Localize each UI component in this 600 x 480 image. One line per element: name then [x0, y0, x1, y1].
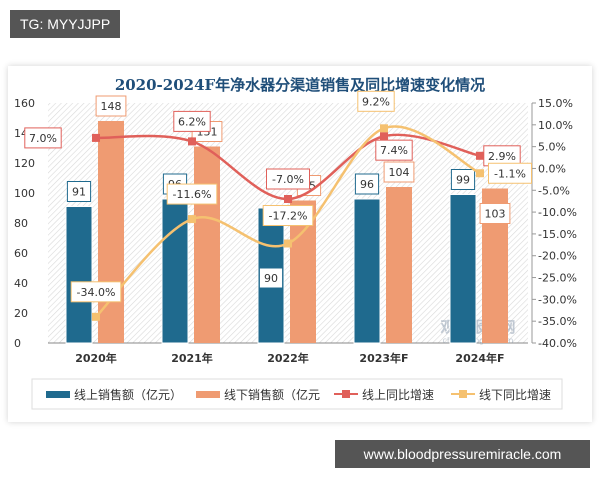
offline-growth-label-box — [357, 90, 395, 112]
offline-growth-label-box — [488, 162, 532, 184]
online-sales-label-box — [354, 173, 380, 195]
legend-marker — [459, 390, 467, 398]
right-tick-label: -40.0% — [538, 337, 577, 350]
offline-growth-marker — [92, 312, 100, 321]
online-sales-bar — [65, 206, 93, 344]
overlay-site: www.bloodpressuremiracle.com — [335, 440, 590, 468]
offline-sales-label: 104 — [389, 166, 410, 179]
online-growth-label-box — [375, 139, 413, 161]
offline-sales-bar — [386, 187, 412, 343]
online-growth-marker — [92, 133, 100, 142]
online-sales-label: 96 — [360, 178, 374, 191]
left-tick-label: 20 — [14, 307, 28, 320]
x-tick-label: 2021年 — [171, 351, 213, 365]
x-tick-label: 2024年F — [455, 351, 504, 365]
offline-sales-bar — [194, 146, 220, 343]
online-growth-label: 6.2% — [178, 115, 206, 128]
x-tick-label: 2022年 — [267, 351, 309, 365]
online-growth-label: 7.4% — [380, 144, 408, 157]
legend-swatch — [196, 391, 220, 398]
left-tick-label: 160 — [14, 97, 35, 110]
right-tick-label: 10.0% — [538, 119, 573, 132]
online-sales-bar — [353, 198, 381, 344]
offline-growth-marker — [188, 215, 196, 224]
offline-growth-label: -17.2% — [269, 210, 308, 223]
offline-sales-label: 103 — [485, 208, 506, 221]
online-growth-marker — [380, 132, 388, 141]
online-sales-bar — [449, 194, 477, 344]
offline-growth-label-box — [70, 281, 122, 303]
offline-growth-label: -1.1% — [494, 167, 526, 180]
online-sales-label: 91 — [72, 186, 86, 199]
online-growth-label: -7.0% — [272, 173, 304, 186]
offline-growth-label: -11.6% — [173, 188, 212, 201]
right-tick-label: 15.0% — [538, 97, 573, 110]
offline-sales-label-box — [95, 95, 127, 117]
online-sales-label-box — [66, 181, 92, 202]
overlay-tag: TG: MYYJJPP — [10, 10, 121, 38]
online-growth-label: 7.0% — [29, 132, 57, 145]
offline-sales-bar — [98, 121, 124, 343]
online-growth-label-box — [173, 110, 211, 132]
right-tick-label: -15.0% — [538, 228, 577, 241]
online-growth-label-box — [266, 168, 310, 190]
left-tick-label: 100 — [14, 187, 35, 200]
right-tick-label: 5.0% — [538, 141, 566, 154]
legend-swatch — [46, 391, 70, 398]
right-tick-label: -30.0% — [538, 293, 577, 306]
online-sales-label-box — [258, 267, 284, 289]
left-tick-label: 0 — [14, 337, 21, 350]
legend-marker — [342, 390, 350, 398]
left-tick-label: 120 — [14, 157, 35, 170]
x-tick-label: 2020年 — [75, 351, 117, 365]
legend-label: 线上销售额（亿元） — [74, 387, 182, 402]
online-growth-marker — [476, 151, 484, 160]
online-sales-label-box — [450, 169, 476, 190]
chart-title: 2020-2024F年净水器分渠道销售及同比增速变化情况 — [115, 76, 485, 94]
right-tick-label: -10.0% — [538, 206, 577, 219]
offline-growth-label: 9.2% — [362, 95, 390, 108]
x-tick-label: 2023年F — [359, 351, 408, 365]
online-growth-label-box — [24, 127, 62, 149]
offline-growth-label: -34.0% — [77, 286, 116, 299]
online-growth-marker — [284, 195, 292, 203]
left-tick-label: 80 — [14, 217, 28, 230]
offline-growth-marker — [380, 124, 388, 133]
legend-label: 线上同比增速 — [362, 388, 434, 402]
right-tick-label: -35.0% — [538, 315, 577, 328]
offline-growth-marker — [284, 239, 292, 248]
right-tick-label: -20.0% — [538, 250, 577, 263]
offline-sales-label-box — [383, 161, 415, 183]
right-tick-label: -25.0% — [538, 272, 577, 285]
left-tick-label: 60 — [14, 247, 28, 260]
offline-sales-label: 148 — [101, 100, 122, 113]
right-tick-label: 0.0% — [538, 162, 566, 175]
online-growth-label: 2.9% — [488, 150, 516, 163]
legend-label: 线下同比增速 — [479, 388, 551, 402]
online-sales-label: 99 — [456, 174, 470, 187]
online-sales-label: 90 — [264, 272, 278, 285]
watermark-url: chinabaogao.com — [443, 336, 514, 345]
offline-growth-label-box — [166, 183, 218, 205]
left-tick-label: 40 — [14, 277, 28, 290]
right-tick-label: -5.0% — [538, 184, 570, 197]
offline-sales-label-box — [479, 203, 511, 224]
online-growth-marker — [188, 137, 196, 146]
online-sales-bar — [161, 198, 189, 344]
offline-growth-label-box — [262, 205, 314, 227]
offline-growth-marker — [476, 169, 484, 178]
legend-label: 线下销售额（亿元 — [224, 387, 320, 402]
